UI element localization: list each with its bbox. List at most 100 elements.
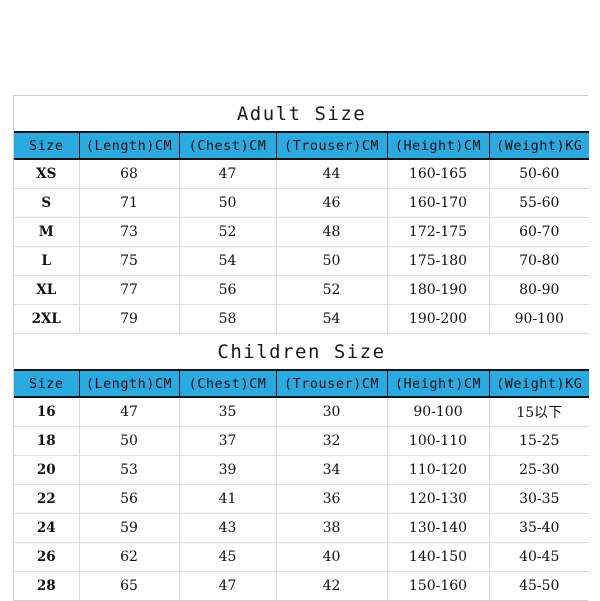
table-row: 20 53 39 34 110-120 25-30 xyxy=(14,455,590,485)
adult-header-height: (Height)CM xyxy=(386,131,490,160)
cell-trouser: 38 xyxy=(276,513,388,543)
cell-chest: 58 xyxy=(179,304,277,334)
table-row: XL 77 56 52 180-190 80-90 xyxy=(14,275,590,305)
cell-trouser: 48 xyxy=(276,217,388,247)
cell-height: 180-190 xyxy=(387,275,490,305)
cell-weight: 40-45 xyxy=(489,542,590,572)
cell-size: 16 xyxy=(14,397,80,427)
cell-length: 73 xyxy=(79,217,180,247)
cell-height: 90-100 xyxy=(387,397,490,427)
cell-chest: 52 xyxy=(179,217,277,247)
adult-title-row: Adult Size xyxy=(14,96,590,132)
cell-trouser: 50 xyxy=(276,246,388,276)
cell-height: 172-175 xyxy=(387,217,490,247)
children-header-trouser: (Trouser)CM xyxy=(275,369,388,398)
cell-weight: 80-90 xyxy=(489,275,590,305)
cell-size: 22 xyxy=(14,484,80,514)
cell-trouser: 40 xyxy=(276,542,388,572)
cell-chest: 39 xyxy=(179,455,277,485)
children-header-height: (Height)CM xyxy=(386,369,490,398)
cell-height: 175-180 xyxy=(387,246,490,276)
table-row: 2XL 79 58 54 190-200 90-100 xyxy=(14,304,590,334)
children-title-row: Children Size xyxy=(14,333,590,370)
cell-size: 24 xyxy=(14,513,80,543)
cell-trouser: 34 xyxy=(276,455,388,485)
cell-trouser: 32 xyxy=(276,426,388,456)
children-section: Children Size Size (Length)CM (Chest)CM … xyxy=(14,333,590,600)
table-row: M 73 52 48 172-175 60-70 xyxy=(14,217,590,247)
children-header-length-label: (Length)CM xyxy=(85,375,173,392)
cell-length: 50 xyxy=(79,426,180,456)
cell-trouser: 42 xyxy=(276,571,388,600)
cell-length: 56 xyxy=(79,484,180,514)
cell-size: XS xyxy=(14,159,80,189)
children-header-size: Size xyxy=(14,369,80,398)
cell-height: 110-120 xyxy=(387,455,490,485)
cell-chest: 54 xyxy=(179,246,277,276)
cell-length: 53 xyxy=(79,455,180,485)
cell-weight: 45-50 xyxy=(489,571,590,600)
adult-header-size-label: Size xyxy=(28,137,64,154)
table-row: L 75 54 50 175-180 70-80 xyxy=(14,246,590,276)
adult-header-weight-label: (Weight)KG xyxy=(496,137,583,154)
size-chart-table: Adult Size Size (Length)CM (Chest)CM (Tr… xyxy=(14,96,590,600)
cell-weight: 35-40 xyxy=(489,513,590,543)
adult-section-title: Adult Size xyxy=(14,96,590,132)
cell-trouser: 30 xyxy=(276,397,388,427)
children-header-row: Size (Length)CM (Chest)CM (Trouser)CM (H… xyxy=(14,369,590,398)
cell-weight: 30-35 xyxy=(489,484,590,514)
children-header-chest-label: (Chest)CM xyxy=(188,375,267,392)
cell-size: S xyxy=(14,188,80,218)
children-header-weight-label: (Weight)KG xyxy=(496,375,583,392)
cell-size: L xyxy=(14,246,80,276)
cell-size: M xyxy=(14,217,80,247)
cell-chest: 41 xyxy=(179,484,277,514)
children-header-length: (Length)CM xyxy=(78,369,180,398)
cell-trouser: 54 xyxy=(276,304,388,334)
cell-height: 150-160 xyxy=(387,571,490,600)
adult-header-weight: (Weight)KG xyxy=(488,131,590,160)
table-row: 22 56 41 36 120-130 30-35 xyxy=(14,484,590,514)
cell-weight: 60-70 xyxy=(489,217,590,247)
cell-length: 68 xyxy=(79,159,180,189)
cell-chest: 43 xyxy=(179,513,277,543)
adult-header-chest-label: (Chest)CM xyxy=(188,137,267,154)
cell-size: 2XL xyxy=(14,304,80,334)
adult-section: Adult Size Size (Length)CM (Chest)CM (Tr… xyxy=(14,96,590,334)
cell-chest: 56 xyxy=(179,275,277,305)
cell-chest: 45 xyxy=(179,542,277,572)
adult-header-length-label: (Length)CM xyxy=(85,137,173,154)
table-row: 18 50 37 32 100-110 15-25 xyxy=(14,426,590,456)
cell-weight: 90-100 xyxy=(489,304,590,334)
cell-chest: 47 xyxy=(179,159,277,189)
cell-trouser: 44 xyxy=(276,159,388,189)
children-header-height-label: (Height)CM xyxy=(394,375,482,392)
cell-weight: 55-60 xyxy=(489,188,590,218)
cell-size: 28 xyxy=(14,571,80,600)
table-row: 24 59 43 38 130-140 35-40 xyxy=(14,513,590,543)
cell-size: 20 xyxy=(14,455,80,485)
cell-trouser: 52 xyxy=(276,275,388,305)
cell-length: 47 xyxy=(79,397,180,427)
children-header-chest: (Chest)CM xyxy=(178,369,277,398)
cell-size: 26 xyxy=(14,542,80,572)
cell-weight: 50-60 xyxy=(489,159,590,189)
table-row: 26 62 45 40 140-150 40-45 xyxy=(14,542,590,572)
adult-header-trouser-label: (Trouser)CM xyxy=(284,137,379,154)
adult-header-height-label: (Height)CM xyxy=(394,137,482,154)
cell-weight: 15以下 xyxy=(489,397,590,427)
children-header-size-label: Size xyxy=(28,375,64,392)
cell-height: 140-150 xyxy=(387,542,490,572)
cell-chest: 35 xyxy=(179,397,277,427)
table-row: XS 68 47 44 160-165 50-60 xyxy=(14,159,590,189)
table-row: 28 65 47 42 150-160 45-50 xyxy=(14,571,590,600)
cell-size: XL xyxy=(14,275,80,305)
table-row: S 71 50 46 160-170 55-60 xyxy=(14,188,590,218)
cell-length: 77 xyxy=(79,275,180,305)
cell-length: 71 xyxy=(79,188,180,218)
adult-header-length: (Length)CM xyxy=(78,131,180,160)
adult-header-chest: (Chest)CM xyxy=(178,131,277,160)
cell-weight: 70-80 xyxy=(489,246,590,276)
cell-length: 62 xyxy=(79,542,180,572)
children-header-weight: (Weight)KG xyxy=(488,369,590,398)
